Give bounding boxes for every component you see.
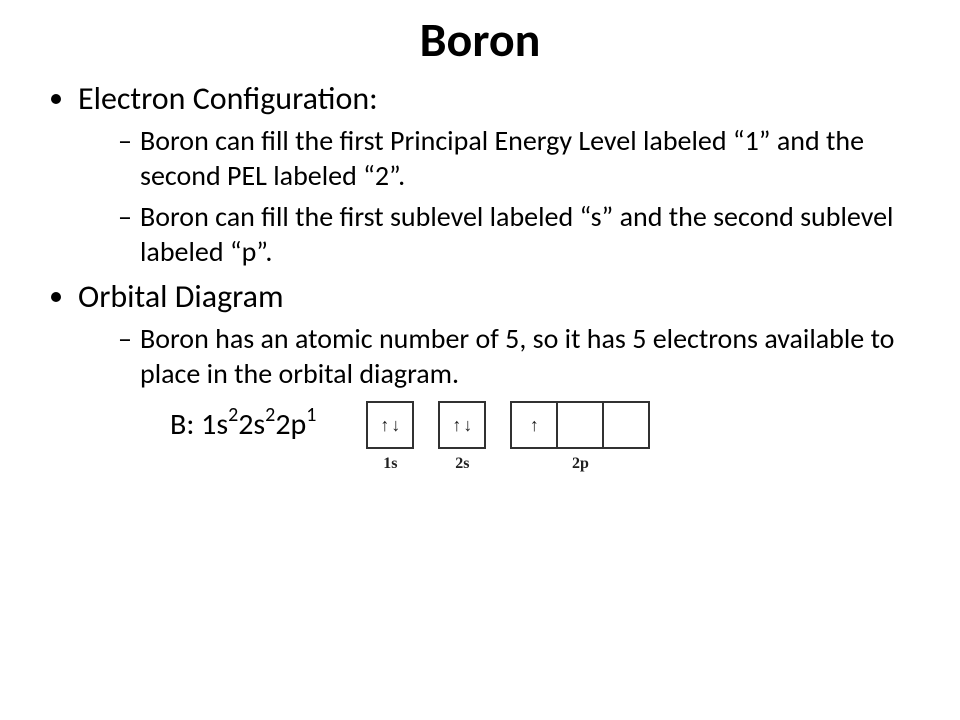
slide: Boron Electron Configuration: Boron can … [0,0,960,720]
spin-up-icon: ↑ [452,416,461,434]
orbital-boxes: ↑↓ [438,401,486,449]
orbital-label: 2p [572,455,589,473]
orbital-label: 1s [383,455,397,473]
ec-sup: 1 [306,403,316,427]
orbital-box: ↑↓ [438,401,486,449]
orbital-boxes: ↑ [510,401,650,449]
orbital-group: ↑↓ 2s [438,401,486,473]
bullet-text: Electron Configuration: [78,79,378,118]
sub-list: Boron has an atomic number of 5, so it h… [78,321,920,391]
sub-bullet: Boron can fill the first sublevel labele… [118,199,920,269]
slide-title: Boron [40,10,920,69]
electron-config-text: B: 1s22s22p1 [170,405,316,443]
orbital-box [604,401,650,449]
orbital-label: 2s [455,455,469,473]
bottom-row: B: 1s22s22p1 ↑↓1s↑↓2s↑2p [40,401,920,473]
orbital-diagram: ↑↓1s↑↓2s↑2p [366,401,650,473]
bullet-electron-config: Electron Configuration: Boron can fill t… [78,79,920,269]
bullet-text: Orbital Diagram [78,277,284,316]
ec-sup: 2 [228,403,238,427]
ec-prefix: B: 1s [170,406,228,443]
orbital-box: ↑↓ [366,401,414,449]
spin-down-icon: ↓ [391,416,400,434]
spin-up-icon: ↑ [380,416,389,434]
spin-up-icon: ↑ [530,416,539,434]
ec-sup: 2 [265,403,275,427]
orbital-box: ↑ [510,401,558,449]
orbital-box [558,401,604,449]
sub-list: Boron can fill the first Principal Energ… [78,123,920,269]
bullet-list: Electron Configuration: Boron can fill t… [40,79,920,391]
sub-bullet: Boron can fill the first Principal Energ… [118,123,920,193]
orbital-group: ↑↓ 1s [366,401,414,473]
bullet-orbital-diagram: Orbital Diagram Boron has an atomic numb… [78,277,920,391]
orbital-boxes: ↑↓ [366,401,414,449]
ec-mid: 2s [238,406,265,443]
ec-mid: 2p [275,406,306,443]
orbital-group: ↑ 2p [510,401,650,473]
sub-bullet: Boron has an atomic number of 5, so it h… [118,321,920,391]
spin-down-icon: ↓ [463,416,472,434]
